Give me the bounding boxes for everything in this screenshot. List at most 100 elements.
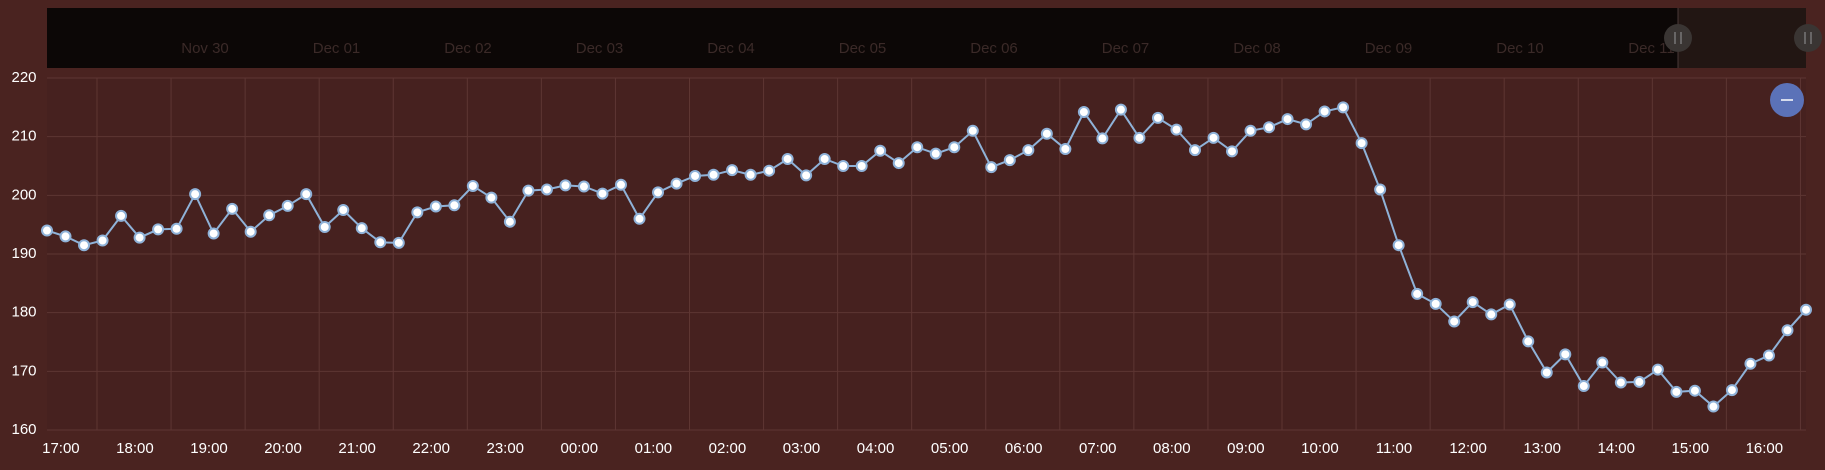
data-point [226, 202, 239, 215]
x-tick-label: 19:00 [190, 440, 228, 457]
y-tick-label: 180 [11, 304, 36, 321]
data-point [207, 227, 220, 240]
zoom-out-button[interactable] [1770, 83, 1804, 117]
data-point [781, 152, 794, 165]
data-point [300, 188, 313, 201]
navigator-handle[interactable] [1794, 24, 1822, 52]
data-point [503, 215, 516, 228]
y-tick-label: 160 [11, 421, 36, 438]
data-point [763, 164, 776, 177]
x-tick-label: 02:00 [709, 440, 747, 457]
data-point [1688, 384, 1701, 397]
data-point [152, 223, 165, 236]
data-point [1337, 101, 1350, 114]
x-tick-label: 10:00 [1301, 440, 1339, 457]
data-point [1725, 384, 1738, 397]
data-point [1633, 375, 1646, 388]
data-point [1448, 315, 1461, 328]
data-point [1744, 357, 1757, 370]
data-point [1614, 376, 1627, 389]
data-point [1651, 363, 1664, 376]
data-point [1540, 366, 1553, 379]
navigator-label: Dec 10 [1496, 40, 1544, 57]
x-tick-label: 22:00 [412, 440, 450, 457]
data-point [1188, 144, 1201, 157]
data-point [1466, 296, 1479, 309]
data-point [1226, 145, 1239, 158]
x-tick-label: 20:00 [264, 440, 302, 457]
data-point [1800, 303, 1812, 316]
x-tick-label: 18:00 [116, 440, 154, 457]
data-point [355, 222, 368, 235]
navigator-label: Dec 01 [313, 40, 361, 57]
data-point [614, 178, 627, 191]
data-point [670, 177, 683, 190]
x-tick-label: 08:00 [1153, 440, 1191, 457]
data-point [911, 141, 924, 154]
data-point [1133, 131, 1146, 144]
data-point [59, 230, 72, 243]
x-tick-label: 12:00 [1449, 440, 1487, 457]
x-tick-label: 21:00 [338, 440, 376, 457]
navigator-label: Dec 07 [1102, 40, 1150, 57]
data-point [744, 168, 757, 181]
data-point [115, 209, 128, 222]
data-point [392, 236, 405, 249]
y-tick-label: 190 [11, 245, 36, 262]
data-point [837, 160, 850, 172]
x-tick-label: 07:00 [1079, 440, 1117, 457]
navigator [47, 8, 1806, 68]
data-point [1040, 127, 1053, 140]
data-point [41, 224, 53, 237]
data-point [1411, 287, 1424, 300]
y-tick-label: 200 [11, 186, 36, 203]
data-point [1077, 106, 1090, 119]
navigator-label: Dec 09 [1365, 40, 1413, 57]
data-point [170, 222, 183, 235]
data-point [1114, 103, 1127, 116]
data-point [189, 188, 202, 201]
data-point [1096, 132, 1109, 145]
data-point [1022, 144, 1035, 157]
data-point [466, 179, 479, 192]
navigator-selection[interactable] [1678, 8, 1806, 68]
x-tick-label: 05:00 [931, 440, 969, 457]
data-point [485, 191, 498, 204]
data-point [892, 157, 905, 170]
navigator-label: Dec 08 [1233, 40, 1281, 57]
data-point [1522, 335, 1535, 348]
data-point [1577, 380, 1590, 392]
navigator-handle[interactable] [1664, 24, 1692, 52]
x-tick-label: 01:00 [635, 440, 673, 457]
data-point [1374, 183, 1387, 196]
data-point [1151, 111, 1164, 124]
y-tick-label: 170 [11, 362, 36, 379]
data-point [633, 212, 646, 225]
data-point [1670, 385, 1683, 398]
x-tick-label: 00:00 [561, 440, 599, 457]
data-point [244, 225, 257, 238]
data-point [1281, 113, 1294, 126]
data-point [1762, 349, 1775, 362]
data-point [1170, 123, 1183, 136]
data-point [263, 209, 276, 222]
data-point [411, 206, 424, 219]
x-tick-label: 14:00 [1597, 440, 1635, 457]
data-point [1207, 131, 1220, 144]
data-point [1596, 356, 1609, 369]
data-point [1355, 137, 1368, 150]
data-point [800, 169, 813, 182]
data-point [318, 221, 331, 234]
x-tick-label: 15:00 [1672, 440, 1710, 457]
navigator-label: Dec 11 [1628, 40, 1674, 57]
data-point [652, 186, 665, 199]
navigator-label: Dec 05 [839, 40, 887, 57]
data-point [577, 180, 590, 193]
data-point [96, 234, 109, 247]
data-point [1003, 154, 1016, 167]
data-point [1559, 348, 1572, 361]
data-point [1503, 298, 1516, 311]
x-tick-label: 03:00 [783, 440, 821, 457]
x-tick-label: 16:00 [1746, 440, 1784, 457]
